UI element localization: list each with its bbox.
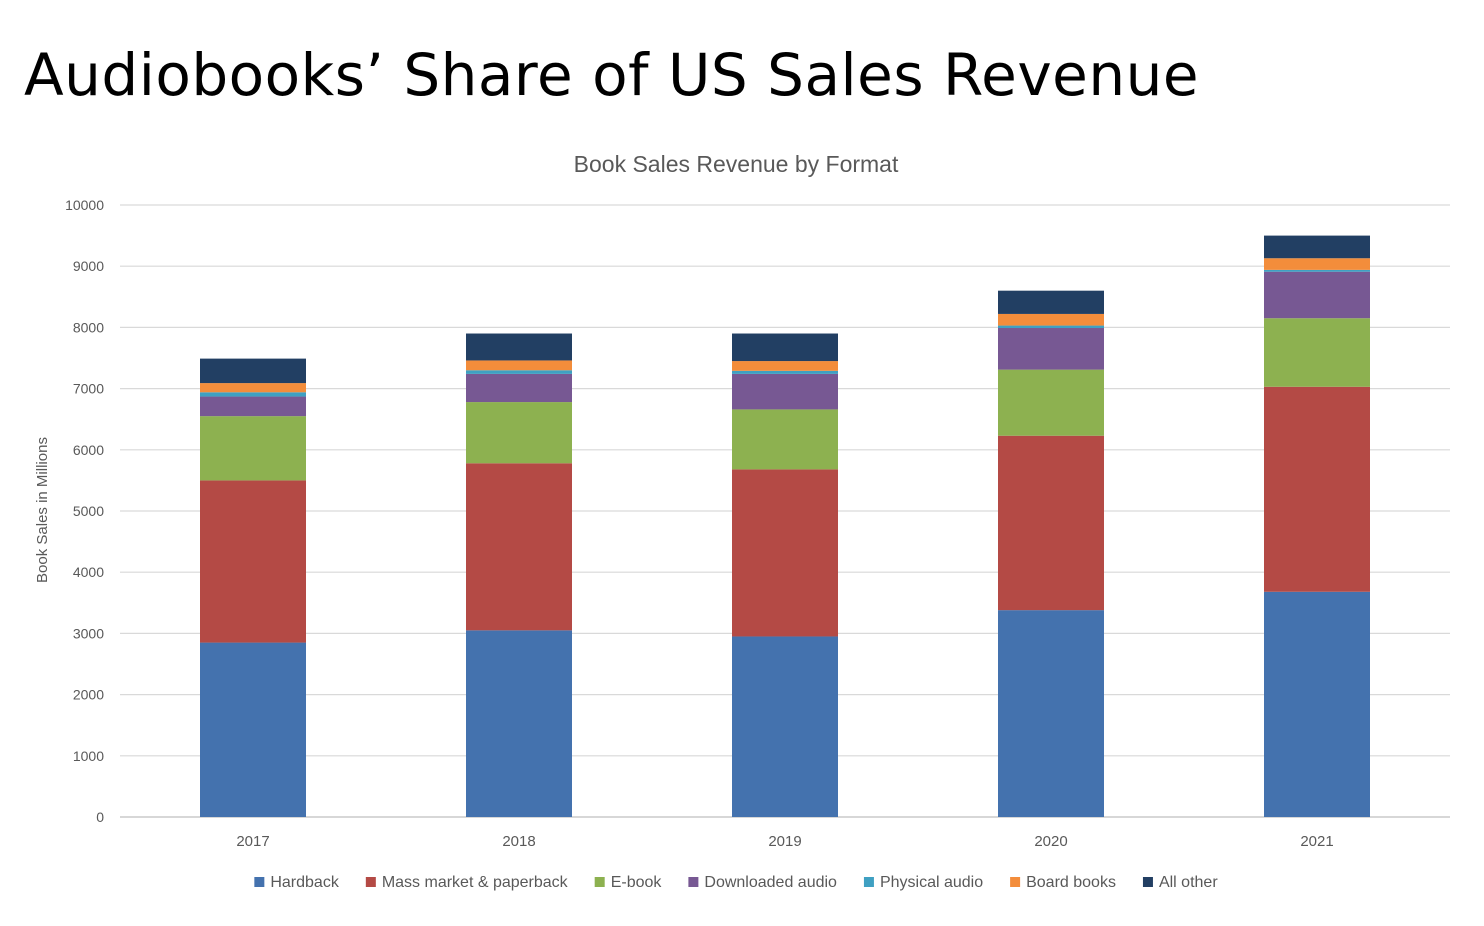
y-tick-label: 6000	[73, 442, 104, 458]
bar-segment	[998, 290, 1104, 314]
legend-label: Hardback	[270, 874, 339, 891]
bar-segment	[732, 636, 838, 817]
legend-item: E-book	[594, 874, 663, 891]
bar-segment	[732, 333, 838, 362]
legend-item: Hardback	[254, 874, 340, 891]
y-tick-label: 0	[96, 809, 104, 825]
bar-segment	[998, 610, 1104, 817]
bar-segment	[998, 325, 1104, 329]
bar-segment	[466, 630, 572, 817]
legend-item: Physical audio	[863, 874, 983, 891]
y-tick-label: 1000	[73, 748, 104, 764]
legend-swatch	[1142, 877, 1153, 887]
bar-segment	[732, 361, 838, 371]
y-tick-labels: 0 1000 2000 3000 4000 5000 6000 7000 8000 9000 100…	[65, 197, 104, 825]
legend-item: Downloaded audio	[688, 874, 837, 891]
bar-segment	[1264, 269, 1370, 272]
legend-swatch	[863, 877, 874, 887]
y-tick-label: 9000	[73, 258, 104, 274]
bar-segment	[1264, 258, 1370, 270]
x-tick-label: 2018	[502, 833, 535, 850]
y-tick-label: 3000	[73, 625, 104, 641]
bar-segment	[732, 373, 838, 410]
legend-item: Mass market & paperback	[365, 874, 569, 891]
bar-segment	[200, 480, 306, 643]
y-axis-label: Book Sales in Millions	[34, 437, 51, 583]
bar-segment	[732, 370, 838, 374]
bar-segment	[466, 370, 572, 374]
bar-segment	[200, 396, 306, 417]
y-tick-label: 5000	[73, 503, 104, 519]
x-tick-labels: 2017 2018 2019 2020 2021	[236, 833, 1333, 850]
y-axis-label-group: Book Sales in Millions	[34, 437, 51, 583]
bar-segment	[200, 642, 306, 817]
x-tick-label: 2017	[236, 833, 269, 850]
bar-segment	[200, 392, 306, 397]
bar-segment	[466, 360, 572, 371]
bar-segment	[998, 328, 1104, 370]
bar-segment	[732, 409, 838, 470]
bar-segment	[998, 435, 1104, 611]
bar-segment	[200, 358, 306, 384]
bar-segment	[1264, 235, 1370, 259]
bar-segment	[466, 463, 572, 631]
bar-segment	[466, 373, 572, 403]
legend-item: Board books	[1010, 874, 1116, 891]
bar-segment	[466, 402, 572, 464]
legend-swatch	[688, 877, 699, 887]
bar-segment	[998, 313, 1104, 326]
bar-segment	[1264, 318, 1370, 387]
bar-segment	[1264, 271, 1370, 319]
y-tick-label: 4000	[73, 564, 104, 580]
legend-swatch	[254, 877, 265, 887]
legend-label: All other	[1159, 874, 1218, 891]
legend-label: Downloaded audio	[704, 874, 837, 891]
legend: Hardback Mass market & paperback E-book Dow…	[254, 874, 1218, 891]
y-tick-label: 10000	[65, 197, 104, 213]
bar-segment	[466, 333, 572, 361]
y-tick-label: 2000	[73, 687, 104, 703]
legend-swatch	[1010, 877, 1021, 887]
bar-segment	[1264, 591, 1370, 817]
legend-item: All other	[1142, 874, 1218, 891]
x-tick-label: 2019	[768, 833, 801, 850]
legend-swatch	[365, 877, 376, 887]
y-tick-label: 7000	[73, 381, 104, 397]
legend-label: Board books	[1026, 874, 1116, 891]
x-tick-label: 2021	[1300, 833, 1333, 850]
bar-segment	[998, 369, 1104, 436]
chart-title: Book Sales Revenue by Format	[574, 151, 899, 177]
x-tick-label: 2020	[1034, 833, 1067, 850]
legend-label: Mass market & paperback	[382, 874, 569, 891]
legend-label: Physical audio	[880, 874, 983, 891]
y-tick-label: 8000	[73, 319, 104, 335]
legend-label: E-book	[611, 874, 663, 891]
bars	[200, 235, 1370, 817]
bar-segment	[200, 416, 306, 481]
bar-segment	[200, 383, 306, 393]
legend-swatch	[594, 877, 605, 887]
bar-segment	[732, 469, 838, 637]
bar-segment	[1264, 386, 1370, 592]
slide-title: Audiobooks’ Share of US Sales Revenue	[24, 41, 1200, 109]
